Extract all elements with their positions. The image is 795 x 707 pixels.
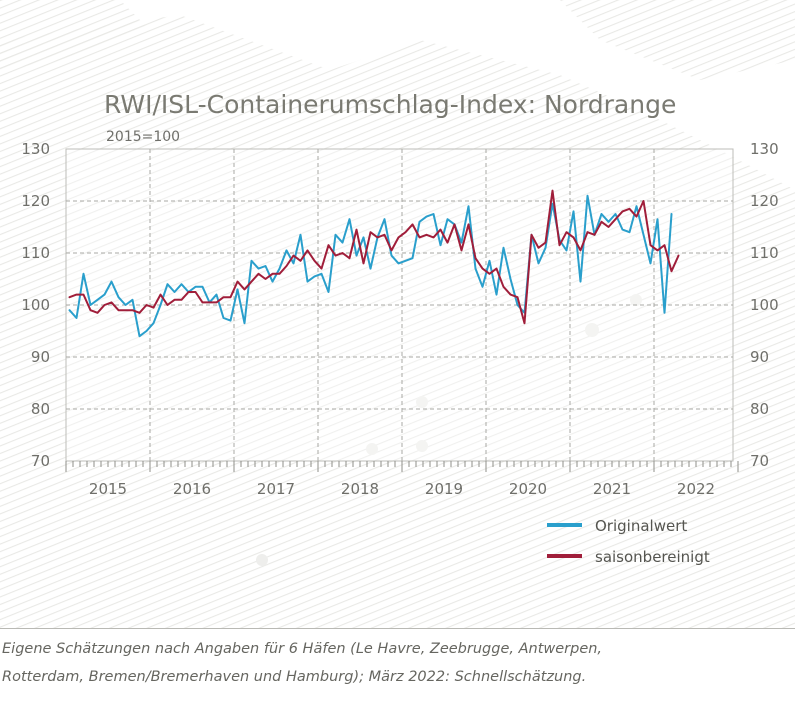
y-axis-right: 70 80 90 100 110 120 130 bbox=[750, 140, 779, 470]
y-tick-label-left: 80 bbox=[31, 400, 50, 418]
y-tick-label-left: 70 bbox=[31, 452, 50, 470]
x-tick-label: 2021 bbox=[593, 480, 631, 498]
footnote-line-1: Eigene Schätzungen nach Angaben für 6 Hä… bbox=[2, 641, 603, 657]
legend: Originalwert saisonbereinigt bbox=[547, 517, 710, 566]
x-tick-label: 2022 bbox=[677, 480, 715, 498]
y-tick-label-left: 120 bbox=[21, 192, 50, 210]
series-line-saisonbereinigt bbox=[68, 189, 680, 325]
x-tick-label: 2015 bbox=[89, 480, 127, 498]
x-tick-label: 2019 bbox=[425, 480, 463, 498]
y-tick-label-right: 70 bbox=[750, 452, 769, 470]
chart-title: RWI/ISL-Containerumschlag-Index: Nordran… bbox=[104, 90, 676, 119]
chart-subtitle: 2015=100 bbox=[106, 129, 180, 145]
y-tick-label-left: 100 bbox=[21, 296, 50, 314]
y-tick-label-right: 120 bbox=[750, 192, 779, 210]
legend-label-saisonbereinigt: saisonbereinigt bbox=[595, 548, 710, 566]
y-tick-label-left: 90 bbox=[31, 348, 50, 366]
y-tick-label-right: 80 bbox=[750, 400, 769, 418]
y-tick-label-right: 100 bbox=[750, 296, 779, 314]
footnote: Eigene Schätzungen nach Angaben für 6 Hä… bbox=[0, 628, 795, 707]
x-axis: 2015 2016 2017 2018 2019 2020 2021 2022 bbox=[65, 461, 739, 498]
y-tick-label-right: 130 bbox=[750, 140, 779, 158]
x-tick-label: 2016 bbox=[173, 480, 211, 498]
grid bbox=[65, 148, 734, 462]
y-tick-label-right: 90 bbox=[750, 348, 769, 366]
x-tick-label: 2018 bbox=[341, 480, 379, 498]
series-line-originalwert bbox=[68, 194, 673, 338]
y-axis-left: 70 80 90 100 110 120 130 bbox=[21, 140, 50, 470]
background-map bbox=[0, 0, 795, 640]
legend-label-originalwert: Originalwert bbox=[595, 517, 687, 535]
x-tick-label: 2017 bbox=[257, 480, 295, 498]
series-group bbox=[68, 189, 680, 338]
y-tick-label-left: 110 bbox=[21, 244, 50, 262]
x-tick-label: 2020 bbox=[509, 480, 547, 498]
footnote-line-2: Rotterdam, Bremen/Bremerhaven und Hambur… bbox=[2, 669, 587, 685]
y-tick-label-left: 130 bbox=[21, 140, 50, 158]
y-tick-label-right: 110 bbox=[750, 244, 779, 262]
